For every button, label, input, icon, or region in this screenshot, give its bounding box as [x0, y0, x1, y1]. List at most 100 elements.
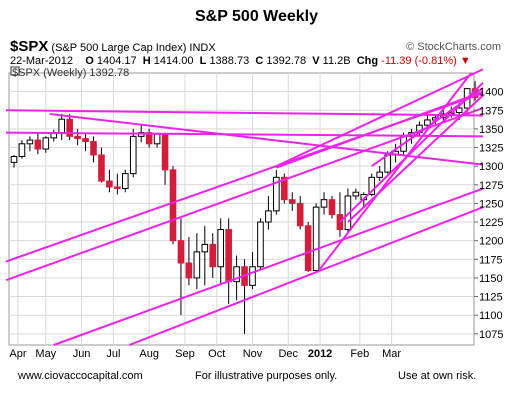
- y-tick-label: 1200: [479, 236, 503, 248]
- candle-body: [257, 221, 264, 268]
- trendline: [371, 87, 484, 167]
- footer-risk: Use at own risk.: [398, 370, 477, 382]
- candle-body: [265, 210, 272, 223]
- candle-body: [185, 262, 193, 279]
- open-value: 1404.17: [96, 55, 137, 67]
- trendline: [319, 72, 472, 270]
- candle-body: [209, 243, 217, 268]
- trendline: [6, 109, 484, 117]
- trendline: [339, 81, 484, 223]
- candle-body: [66, 118, 73, 137]
- candle-body: [161, 133, 169, 171]
- low-value: 1388.73: [209, 55, 250, 67]
- symbol-name: (S&P 500 Large Cap Index) INDX: [51, 42, 216, 54]
- candle-body: [217, 228, 224, 268]
- symbol-line: $SPX (S&P 500 Large Cap Index) INDX: [10, 38, 216, 55]
- y-tick-label: 1175: [479, 254, 503, 266]
- trendline: [275, 68, 484, 168]
- x-tick-label: Oct: [208, 348, 225, 360]
- x-tick-label: May: [35, 348, 56, 360]
- candle-body: [177, 240, 185, 264]
- candle-body: [193, 251, 201, 279]
- change-value: -11.39 (-0.81%): [381, 55, 457, 67]
- y-tick-label: 1350: [479, 124, 503, 136]
- y-tick-label: 1125: [479, 292, 503, 304]
- candle-body: [26, 139, 34, 145]
- volume-value: 11.2B: [322, 55, 351, 67]
- candle-body: [129, 135, 137, 175]
- x-tick-label: Apr: [9, 348, 26, 360]
- quote-date: 22-Mar-2012: [10, 55, 73, 67]
- symbol: $SPX: [10, 38, 49, 55]
- y-axis: 1075 1100 1125 1150 1175 1200 1225 1250 1275 1300…: [474, 87, 503, 341]
- y-tick-label: 1250: [479, 198, 503, 210]
- y-tick-label: 1375: [479, 105, 503, 117]
- y-tick-label: 1225: [479, 217, 503, 229]
- trendline: [276, 90, 484, 169]
- candle-body: [169, 169, 177, 242]
- x-tick-label: Dec: [278, 348, 298, 360]
- candle-body: [233, 266, 240, 283]
- candle-body: [273, 176, 280, 212]
- close-label: C: [255, 55, 264, 67]
- footer-disclaimer: For illustrative purposes only.: [195, 370, 338, 382]
- candle-body: [424, 119, 431, 126]
- candle-body: [368, 176, 376, 195]
- candle-body: [42, 137, 50, 150]
- x-tick-label: Aug: [139, 348, 159, 360]
- candle-body: [455, 107, 463, 113]
- candle-body: [225, 228, 232, 283]
- x-tick-label: Feb: [350, 348, 369, 360]
- candle-body: [249, 266, 256, 286]
- candle-body: [82, 138, 89, 143]
- trendline: [53, 187, 484, 346]
- candle-body: [18, 143, 26, 157]
- trendline: [49, 112, 484, 166]
- x-tick-label: Jul: [106, 348, 120, 360]
- high-label: H: [142, 55, 151, 67]
- open-label: O: [85, 55, 94, 67]
- candle-body: [122, 173, 129, 190]
- candle-body: [10, 155, 18, 163]
- low-label: L: [199, 55, 207, 67]
- candle-body: [201, 243, 209, 253]
- candle-body: [145, 132, 153, 145]
- y-tick-label: 1400: [479, 87, 503, 99]
- down-triangle-icon: ▼: [459, 55, 471, 67]
- candle-body: [90, 141, 97, 156]
- y-tick-label: 1150: [479, 273, 503, 285]
- candle-body: [304, 225, 312, 271]
- trendline: [128, 206, 484, 346]
- candle-body: [320, 199, 328, 208]
- chart-legend: $SPX (Weekly) 1392.78: [12, 67, 130, 79]
- watermark: © StockCharts.com: [406, 41, 501, 53]
- trendline: [5, 107, 484, 282]
- x-tick-label: 2012: [308, 348, 332, 360]
- x-axis: Apr May Jun Jul Aug Sep Oct Nov Dec 2012 Feb Mar: [9, 348, 401, 360]
- quote-line: 22-Mar-2012 O 1404.17 H 1414.00 L 1388.7…: [10, 55, 471, 67]
- candle-body: [106, 180, 113, 188]
- candle-body: [98, 154, 105, 182]
- gridlines: [9, 73, 474, 345]
- candle-body: [281, 176, 288, 201]
- x-tick-label: Nov: [243, 348, 263, 360]
- chart-title: S&P 500 Weekly: [194, 8, 319, 25]
- legend-candle-icon: [10, 66, 20, 76]
- change-label: Chg: [356, 55, 379, 67]
- high-value: 1414.00: [153, 55, 194, 67]
- candle-body: [296, 202, 304, 227]
- trendlines: [5, 68, 484, 346]
- candle-body: [114, 186, 121, 190]
- candle-body: [328, 199, 336, 216]
- x-tick-label: Mar: [382, 348, 401, 360]
- candle-body: [336, 214, 344, 230]
- close-value: 1392.78: [266, 55, 307, 67]
- candle-body: [312, 206, 320, 271]
- y-tick-label: 1300: [479, 161, 503, 173]
- y-tick-label: 1075: [479, 329, 503, 341]
- y-tick-label: 1325: [479, 143, 503, 155]
- candle-body: [288, 199, 296, 204]
- candle-body: [34, 139, 42, 150]
- volume-label: V: [312, 55, 320, 67]
